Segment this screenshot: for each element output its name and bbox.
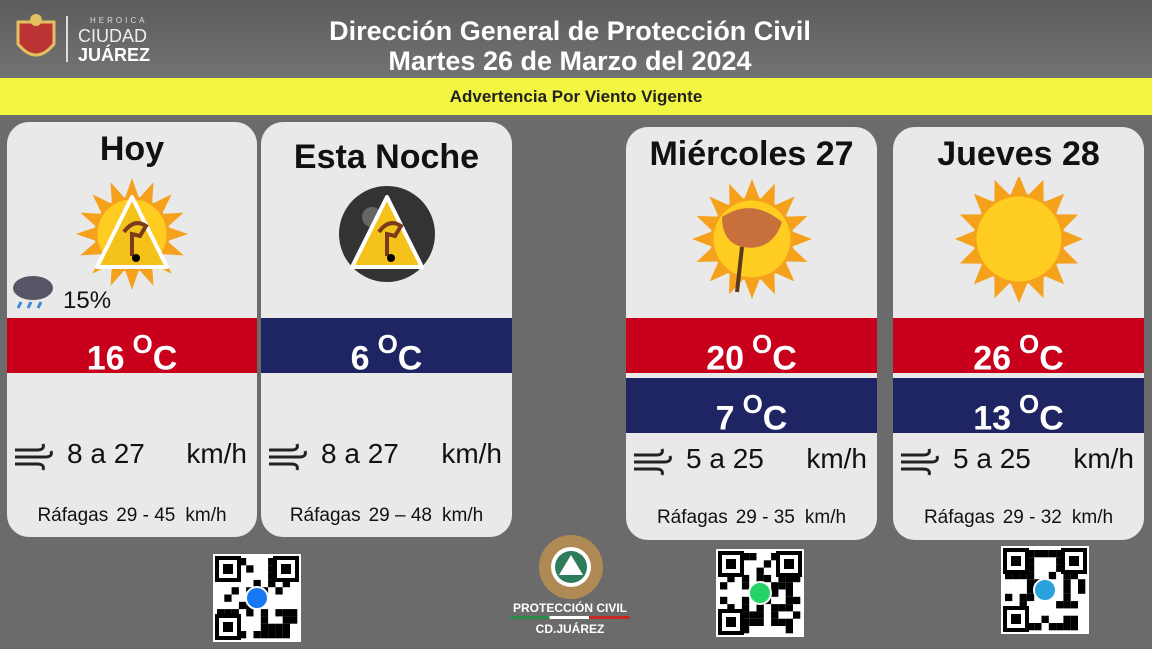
wind-unit: km/h <box>186 438 247 469</box>
divider <box>66 16 68 62</box>
card-title: Jueves 28 <box>937 135 1100 173</box>
wind-lines <box>15 443 53 471</box>
gust-unit: km/h <box>1071 507 1114 528</box>
qr-pattern <box>215 556 299 640</box>
celsius: C <box>772 339 797 378</box>
wind-lines <box>901 448 939 476</box>
wind-icon <box>899 447 939 477</box>
title: Dirección General de Protección Civil <box>329 16 811 46</box>
card-title: Miércoles 27 <box>649 135 854 173</box>
gust-range: 29 - 35 <box>735 507 795 528</box>
alert-banner: Advertencia Por Viento Vigente <box>0 78 1152 115</box>
qr-pattern <box>718 551 802 635</box>
temp-bar: 6 OC <box>261 318 512 377</box>
forecast-card: Miércoles 27 20 OC 7 OC 5 a 25 km/h Ráfagas 29 -… <box>626 127 877 540</box>
temp-value: 20 <box>706 339 745 378</box>
temp-value: 13 <box>973 399 1012 438</box>
wind-unit: km/h <box>441 438 502 469</box>
wind-unit: km/h <box>806 443 867 474</box>
gusts: Ráfagas 29 - 32 km/h <box>893 507 1144 529</box>
gusts: Ráfagas 29 - 35 km/h <box>626 507 877 529</box>
qr-telegram[interactable] <box>1001 546 1089 634</box>
wind-range: 8 a 27 <box>67 438 145 469</box>
degree: O <box>1019 329 1040 359</box>
footer-city: CD.JUÁREZ <box>535 622 605 636</box>
weather-icon <box>62 172 202 302</box>
coat-of-arms <box>16 14 56 57</box>
gust-unit: km/h <box>185 505 227 526</box>
icon-graphic <box>954 175 1083 303</box>
gust-label: Ráfagas <box>37 505 109 526</box>
temp-bar: 7 OC <box>626 378 877 437</box>
temp-bar: 26 OC <box>893 318 1144 377</box>
wind-range: 8 a 27 <box>321 438 399 469</box>
date: Martes 26 de Marzo del 2024 <box>388 46 752 76</box>
celsius: C <box>1039 339 1064 378</box>
icon-graphic <box>338 186 435 282</box>
header <box>0 0 1152 78</box>
gust-label: Ráfagas <box>289 505 361 526</box>
temp-bar: 20 OC <box>626 318 877 377</box>
temp-bar: 13 OC <box>893 378 1144 437</box>
weather-icon <box>317 172 457 302</box>
gusts: Ráfagas 29 - 45 km/h <box>7 505 257 527</box>
wind-unit: km/h <box>1073 443 1134 474</box>
icon-graphic <box>691 179 812 299</box>
qr-facebook[interactable] <box>213 554 301 642</box>
rain-icon <box>9 270 59 310</box>
qr-pattern <box>1003 548 1087 632</box>
celsius: C <box>1039 399 1064 438</box>
weather-icon <box>682 177 822 307</box>
degree: O <box>1019 389 1040 419</box>
gust-range: 29 – 48 <box>368 505 432 526</box>
wind-range: 5 a 25 <box>953 443 1031 474</box>
wind-range: 5 a 25 <box>686 443 764 474</box>
gust-range: 29 - 45 <box>116 505 176 526</box>
temp-value: 26 <box>973 339 1012 378</box>
gust-label: Ráfagas <box>923 507 995 528</box>
temp-value: 7 <box>715 399 735 438</box>
celsius: C <box>152 339 178 378</box>
wind-icon <box>267 442 307 472</box>
qr-whatsapp[interactable] <box>716 549 804 637</box>
card-title: Esta Noche <box>293 138 480 176</box>
degree: O <box>377 329 398 359</box>
icon-graphic <box>76 178 188 290</box>
footer-org: PROTECCIÓN CIVIL <box>512 601 627 615</box>
celsius: C <box>762 399 788 438</box>
degree: O <box>752 329 773 359</box>
wind-lines <box>634 448 672 476</box>
gust-label: Ráfagas <box>656 507 728 528</box>
gust-unit: km/h <box>442 505 484 526</box>
logo-city: CIUDAD <box>78 26 148 46</box>
degree: O <box>132 329 153 359</box>
temp-value: 16 <box>86 339 125 378</box>
wind-lines <box>269 443 307 471</box>
logo-small: HEROICA <box>90 16 148 25</box>
wind-icon <box>632 447 672 477</box>
temp-value: 6 <box>350 339 370 378</box>
civil-protection-logo <box>539 535 603 599</box>
gust-unit: km/h <box>804 507 847 528</box>
temp-bar: 16 OC <box>7 318 257 377</box>
weather-icon <box>949 175 1089 307</box>
precip: 15% <box>63 287 112 314</box>
gust-range: 29 - 32 <box>1002 507 1062 528</box>
degree: O <box>742 389 763 419</box>
logo-name: JUÁREZ <box>78 45 151 65</box>
celsius: C <box>397 339 423 378</box>
flag-stripe <box>510 616 630 619</box>
forecast-card: Jueves 28 26 OC 13 OC 5 a 25 km/h Ráfagas 29 - 3… <box>893 127 1144 540</box>
gusts: Ráfagas 29 – 48 km/h <box>261 505 512 527</box>
forecast-card: Hoy 15% 16 OC 8 a 27 km/h Ráfagas 29 - 45 km/h <box>7 122 257 537</box>
card-title: Hoy <box>99 130 165 168</box>
forecast-card: Esta Noche 6 OC 8 a 27 km/h Ráfagas 29 – 48 km/… <box>261 122 512 537</box>
rain-cloud <box>13 276 53 309</box>
wind-icon <box>13 442 53 472</box>
